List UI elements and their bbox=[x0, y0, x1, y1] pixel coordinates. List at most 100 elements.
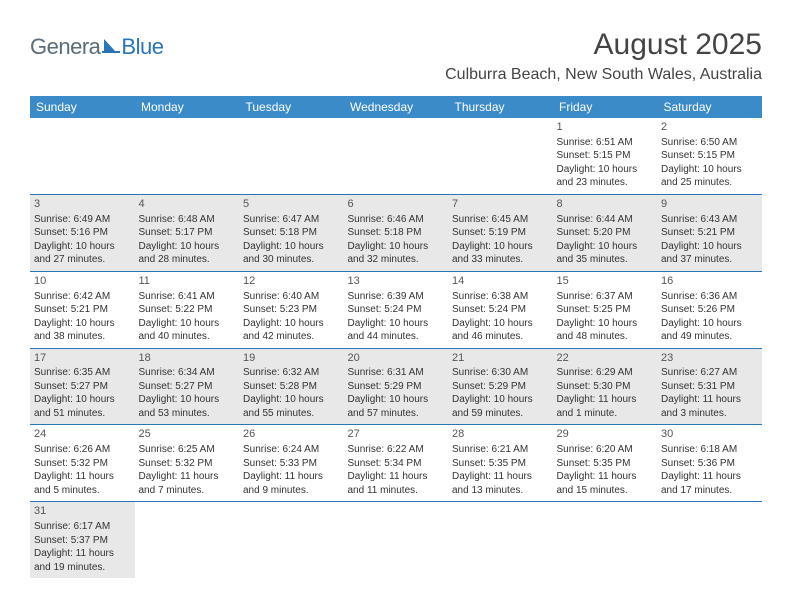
sunrise-line: Sunrise: 6:21 AM bbox=[452, 443, 549, 457]
sunrise-line: Sunrise: 6:35 AM bbox=[34, 366, 131, 380]
sunrise-line: Sunrise: 6:51 AM bbox=[557, 136, 654, 150]
sunrise-line: Sunrise: 6:44 AM bbox=[557, 213, 654, 227]
sunrise-line: Sunrise: 6:50 AM bbox=[661, 136, 758, 150]
calendar-day-cell bbox=[344, 502, 449, 578]
title-block: August 2025 Culburra Beach, New South Wa… bbox=[445, 28, 762, 84]
calendar-day-cell bbox=[344, 118, 449, 194]
daylight-line: Daylight: 10 hours and 25 minutes. bbox=[661, 163, 758, 190]
sunrise-line: Sunrise: 6:18 AM bbox=[661, 443, 758, 457]
calendar-week-row: 31Sunrise: 6:17 AMSunset: 5:37 PMDayligh… bbox=[30, 502, 762, 578]
day-header-row: Sunday Monday Tuesday Wednesday Thursday… bbox=[30, 96, 762, 118]
day-number: 6 bbox=[348, 197, 445, 212]
calendar-day-cell: 12Sunrise: 6:40 AMSunset: 5:23 PMDayligh… bbox=[239, 271, 344, 348]
header: Genera Blue August 2025 Culburra Beach, … bbox=[30, 28, 762, 84]
calendar-day-cell: 30Sunrise: 6:18 AMSunset: 5:36 PMDayligh… bbox=[657, 425, 762, 502]
day-number: 17 bbox=[34, 351, 131, 366]
day-header: Thursday bbox=[448, 96, 553, 118]
day-number: 4 bbox=[139, 197, 236, 212]
day-number: 27 bbox=[348, 427, 445, 442]
daylight-line: Daylight: 10 hours and 55 minutes. bbox=[243, 393, 340, 420]
daylight-line: Daylight: 10 hours and 48 minutes. bbox=[557, 317, 654, 344]
calendar-day-cell: 27Sunrise: 6:22 AMSunset: 5:34 PMDayligh… bbox=[344, 425, 449, 502]
calendar-day-cell: 15Sunrise: 6:37 AMSunset: 5:25 PMDayligh… bbox=[553, 271, 658, 348]
sunrise-line: Sunrise: 6:32 AM bbox=[243, 366, 340, 380]
calendar-day-cell: 24Sunrise: 6:26 AMSunset: 5:32 PMDayligh… bbox=[30, 425, 135, 502]
calendar-day-cell bbox=[135, 118, 240, 194]
calendar-day-cell: 20Sunrise: 6:31 AMSunset: 5:29 PMDayligh… bbox=[344, 348, 449, 425]
sunrise-line: Sunrise: 6:37 AM bbox=[557, 290, 654, 304]
sunset-line: Sunset: 5:23 PM bbox=[243, 303, 340, 317]
calendar-day-cell: 13Sunrise: 6:39 AMSunset: 5:24 PMDayligh… bbox=[344, 271, 449, 348]
sunset-line: Sunset: 5:37 PM bbox=[34, 534, 131, 548]
day-number: 22 bbox=[557, 351, 654, 366]
day-number: 8 bbox=[557, 197, 654, 212]
calendar-day-cell: 9Sunrise: 6:43 AMSunset: 5:21 PMDaylight… bbox=[657, 194, 762, 271]
calendar-day-cell: 6Sunrise: 6:46 AMSunset: 5:18 PMDaylight… bbox=[344, 194, 449, 271]
calendar-day-cell: 19Sunrise: 6:32 AMSunset: 5:28 PMDayligh… bbox=[239, 348, 344, 425]
sunset-line: Sunset: 5:20 PM bbox=[557, 226, 654, 240]
daylight-line: Daylight: 10 hours and 27 minutes. bbox=[34, 240, 131, 267]
daylight-line: Daylight: 11 hours and 19 minutes. bbox=[34, 547, 131, 574]
day-number: 25 bbox=[139, 427, 236, 442]
daylight-line: Daylight: 10 hours and 33 minutes. bbox=[452, 240, 549, 267]
sunset-line: Sunset: 5:17 PM bbox=[139, 226, 236, 240]
calendar-day-cell bbox=[135, 502, 240, 578]
sunset-line: Sunset: 5:22 PM bbox=[139, 303, 236, 317]
sunset-line: Sunset: 5:18 PM bbox=[243, 226, 340, 240]
daylight-line: Daylight: 10 hours and 57 minutes. bbox=[348, 393, 445, 420]
sunrise-line: Sunrise: 6:25 AM bbox=[139, 443, 236, 457]
calendar-day-cell: 10Sunrise: 6:42 AMSunset: 5:21 PMDayligh… bbox=[30, 271, 135, 348]
day-number: 1 bbox=[557, 120, 654, 135]
sunrise-line: Sunrise: 6:17 AM bbox=[34, 520, 131, 534]
calendar-table: Sunday Monday Tuesday Wednesday Thursday… bbox=[30, 96, 762, 578]
sunrise-line: Sunrise: 6:49 AM bbox=[34, 213, 131, 227]
daylight-line: Daylight: 11 hours and 13 minutes. bbox=[452, 470, 549, 497]
calendar-day-cell bbox=[657, 502, 762, 578]
daylight-line: Daylight: 11 hours and 5 minutes. bbox=[34, 470, 131, 497]
daylight-line: Daylight: 11 hours and 7 minutes. bbox=[139, 470, 236, 497]
calendar-day-cell bbox=[239, 502, 344, 578]
day-number: 21 bbox=[452, 351, 549, 366]
day-number: 11 bbox=[139, 274, 236, 289]
day-header: Sunday bbox=[30, 96, 135, 118]
daylight-line: Daylight: 11 hours and 11 minutes. bbox=[348, 470, 445, 497]
sunrise-line: Sunrise: 6:41 AM bbox=[139, 290, 236, 304]
sunrise-line: Sunrise: 6:38 AM bbox=[452, 290, 549, 304]
calendar-day-cell: 23Sunrise: 6:27 AMSunset: 5:31 PMDayligh… bbox=[657, 348, 762, 425]
logo: Genera Blue bbox=[30, 34, 163, 60]
daylight-line: Daylight: 10 hours and 59 minutes. bbox=[452, 393, 549, 420]
day-number: 14 bbox=[452, 274, 549, 289]
day-number: 26 bbox=[243, 427, 340, 442]
daylight-line: Daylight: 10 hours and 28 minutes. bbox=[139, 240, 236, 267]
day-number: 16 bbox=[661, 274, 758, 289]
sunset-line: Sunset: 5:27 PM bbox=[34, 380, 131, 394]
daylight-line: Daylight: 11 hours and 9 minutes. bbox=[243, 470, 340, 497]
calendar-week-row: 10Sunrise: 6:42 AMSunset: 5:21 PMDayligh… bbox=[30, 271, 762, 348]
day-number: 10 bbox=[34, 274, 131, 289]
sunset-line: Sunset: 5:30 PM bbox=[557, 380, 654, 394]
calendar-week-row: 24Sunrise: 6:26 AMSunset: 5:32 PMDayligh… bbox=[30, 425, 762, 502]
day-number: 29 bbox=[557, 427, 654, 442]
sunset-line: Sunset: 5:36 PM bbox=[661, 457, 758, 471]
daylight-line: Daylight: 10 hours and 40 minutes. bbox=[139, 317, 236, 344]
calendar-day-cell bbox=[448, 118, 553, 194]
sunset-line: Sunset: 5:15 PM bbox=[661, 149, 758, 163]
day-header: Friday bbox=[553, 96, 658, 118]
sunset-line: Sunset: 5:16 PM bbox=[34, 226, 131, 240]
sunrise-line: Sunrise: 6:34 AM bbox=[139, 366, 236, 380]
calendar-day-cell bbox=[553, 502, 658, 578]
sunrise-line: Sunrise: 6:42 AM bbox=[34, 290, 131, 304]
day-number: 28 bbox=[452, 427, 549, 442]
sunrise-line: Sunrise: 6:48 AM bbox=[139, 213, 236, 227]
day-number: 12 bbox=[243, 274, 340, 289]
sunset-line: Sunset: 5:35 PM bbox=[452, 457, 549, 471]
sunrise-line: Sunrise: 6:46 AM bbox=[348, 213, 445, 227]
sunrise-line: Sunrise: 6:26 AM bbox=[34, 443, 131, 457]
calendar-week-row: 17Sunrise: 6:35 AMSunset: 5:27 PM Dayligh… bbox=[30, 348, 762, 425]
sunset-line: Sunset: 5:32 PM bbox=[34, 457, 131, 471]
sunrise-line: Sunrise: 6:43 AM bbox=[661, 213, 758, 227]
sunset-line: Sunset: 5:15 PM bbox=[557, 149, 654, 163]
sunset-line: Sunset: 5:25 PM bbox=[557, 303, 654, 317]
calendar-day-cell: 17Sunrise: 6:35 AMSunset: 5:27 PMDayligh… bbox=[30, 348, 135, 425]
calendar-day-cell: 1Sunrise: 6:51 AMSunset: 5:15 PMDaylight… bbox=[553, 118, 658, 194]
